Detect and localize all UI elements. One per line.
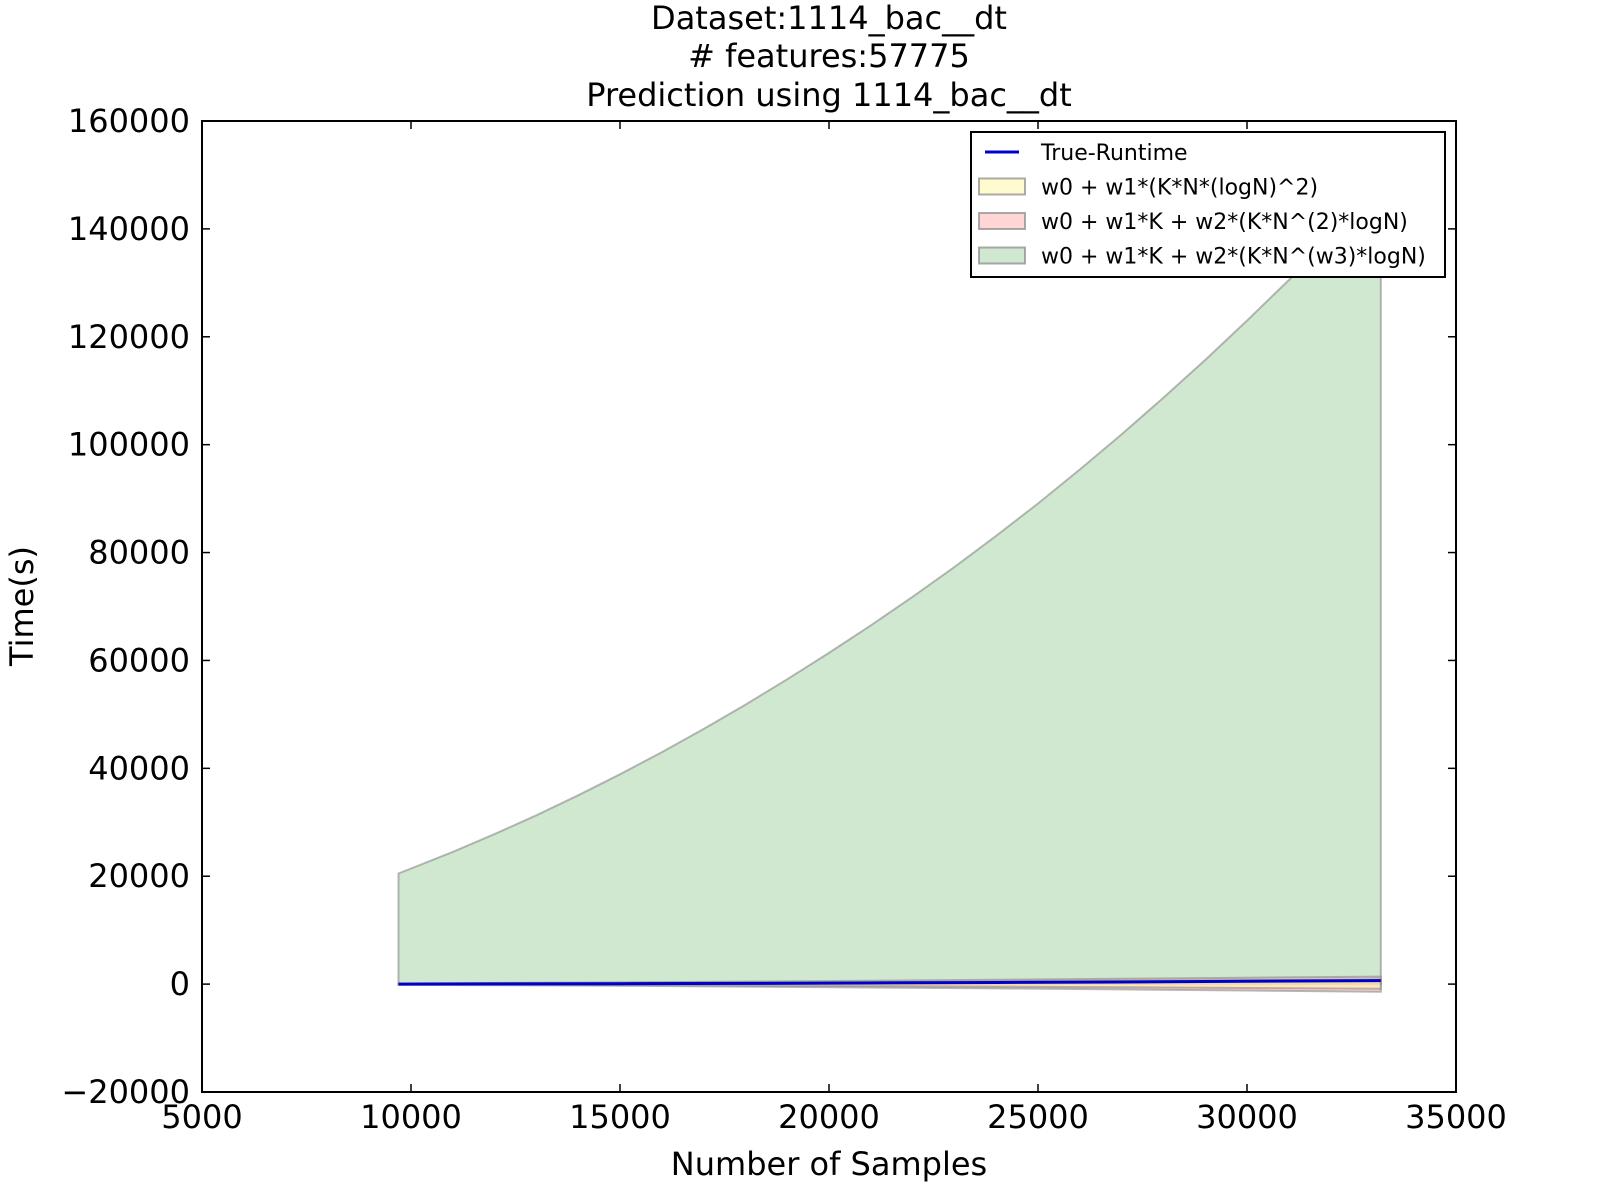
x-tick-label: 20000 xyxy=(778,1098,880,1136)
tick-labels: 5000 10000 15000 20000 25000 30000 35000 −20000… xyxy=(61,102,1507,1136)
y-tick-label: 100000 xyxy=(68,426,190,464)
y-tick-label: −20000 xyxy=(61,1073,190,1111)
y-tick-label: 160000 xyxy=(68,102,190,140)
legend-entry-label: w0 + w1*K + w2*(K*N^(2)*logN) xyxy=(1041,210,1408,235)
y-tick-label: 0 xyxy=(170,965,190,1003)
series-line-0 xyxy=(398,979,1381,986)
y-axis-label: Time(s) xyxy=(3,546,41,667)
legend-entry-label: w0 + w1*(K*N*(logN)^2) xyxy=(1041,176,1318,201)
y-tick-label: 120000 xyxy=(68,318,190,356)
legend: True-Runtime w0 + w1*(K*N*(logN)^2) w0 + w… xyxy=(970,131,1446,278)
x-tick-label: 15000 xyxy=(569,1098,671,1136)
x-tick-label: 5000 xyxy=(161,1098,242,1136)
x-axis-label: Number of Samples xyxy=(671,1145,987,1183)
x-tick-label: 10000 xyxy=(360,1098,462,1136)
series-band-3 xyxy=(397,183,1382,986)
title-line-1: Dataset:1114_bac__dt xyxy=(651,0,1007,37)
legend-frame xyxy=(970,131,1446,278)
title-line-2: # features:57775 xyxy=(688,37,970,75)
legend-entry-label: w0 + w1*K + w2*(K*N^(w3)*logN) xyxy=(1041,245,1426,270)
y-tick-label: 60000 xyxy=(88,641,190,679)
x-tick-label: 30000 xyxy=(1196,1098,1298,1136)
x-tick-label: 35000 xyxy=(1405,1098,1507,1136)
y-tick-label: 80000 xyxy=(88,534,190,572)
chart-title: Dataset:1114_bac__dt # features:57775 Pr… xyxy=(586,0,1072,114)
y-tick-label: 40000 xyxy=(88,749,190,787)
legend-entry-label: True-Runtime xyxy=(1040,141,1188,166)
y-tick-label: 140000 xyxy=(68,210,190,248)
plot-frame xyxy=(201,120,1457,1093)
legend-swatch-band xyxy=(978,212,1026,230)
x-tick-label: 25000 xyxy=(987,1098,1089,1136)
legend-swatch-band xyxy=(978,246,1026,265)
y-tick-label: 20000 xyxy=(88,857,190,895)
title-line-3: Prediction using 1114_bac__dt xyxy=(586,76,1072,114)
plot-area xyxy=(397,183,1382,993)
legend-swatch-band xyxy=(978,177,1026,196)
